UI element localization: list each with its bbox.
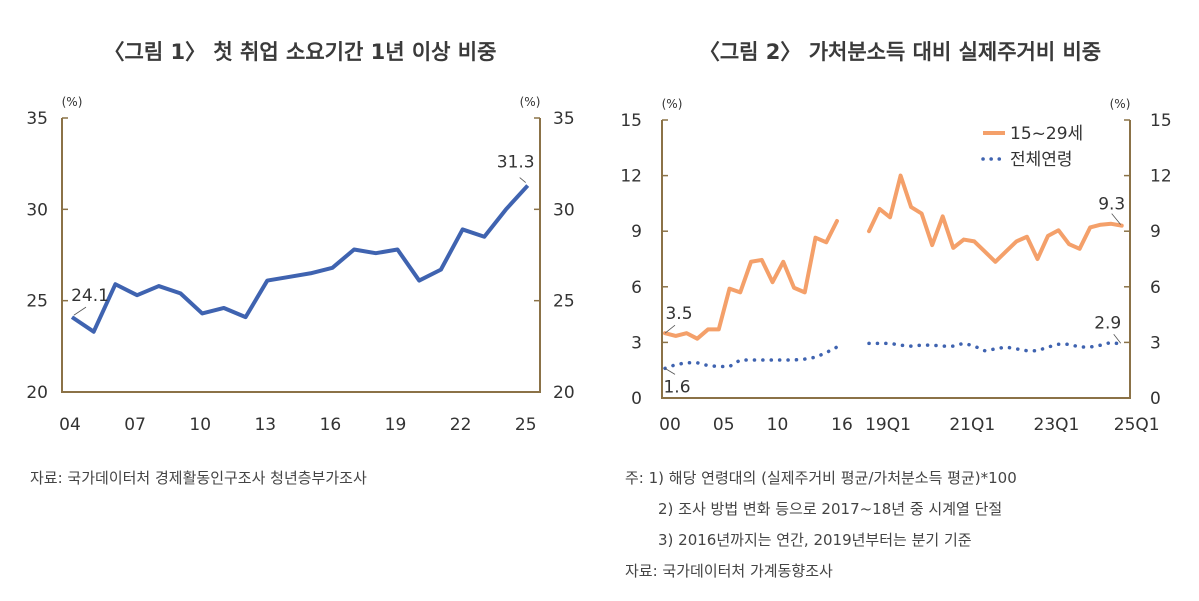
data-label-leader <box>1113 334 1122 344</box>
x-tick-label: 13 <box>254 415 276 435</box>
data-label: 1.6 <box>663 377 690 397</box>
y-tick-label-right: 3 <box>1150 333 1161 353</box>
y-tick-label-left: 6 <box>631 278 642 298</box>
x-tick-label: 23Q1 <box>1034 415 1080 435</box>
y-tick-label-left: 12 <box>620 167 642 187</box>
data-label-leader <box>664 368 676 375</box>
series-line-quarterly <box>867 173 1124 264</box>
data-label-leader <box>1111 213 1122 225</box>
x-tick-label: 16 <box>831 415 853 435</box>
y-tick-label-left: 0 <box>631 389 642 409</box>
y-tick-label-right: 15 <box>1150 111 1172 131</box>
chart2-title: 〈그림 2〉 가처분소득 대비 실제주거비 비중 <box>698 40 1102 64</box>
data-label-leader <box>519 177 526 183</box>
plot-frame <box>61 118 541 393</box>
y-tick-label-right: 9 <box>1150 222 1161 242</box>
y-tick-label-left: 9 <box>631 222 642 242</box>
x-tick-label: 07 <box>124 415 146 435</box>
y-tick-label-right: 25 <box>553 292 575 312</box>
series-line-quarterly <box>867 340 1124 353</box>
data-label: 2.9 <box>1094 313 1121 333</box>
unit-label-right: (%) <box>1110 97 1131 111</box>
data-label-leader <box>664 324 676 334</box>
chart1-source: 자료: 국가데이터처 경제활동인구조사 청년층부가조사 <box>30 469 367 487</box>
x-tick-label: 10 <box>189 415 211 435</box>
y-tick-label-right: 20 <box>553 383 575 403</box>
x-tick-label: 21Q1 <box>949 415 995 435</box>
y-tick-label-right: 12 <box>1150 167 1172 187</box>
x-tick-label: 10 <box>767 415 789 435</box>
unit-label-left: (%) <box>662 97 683 111</box>
data-label: 3.5 <box>665 304 692 324</box>
chart2-note-2: 2) 조사 방법 변화 등으로 2017~18년 중 시계열 단절 <box>658 500 1003 518</box>
x-tick-label: 19Q1 <box>865 415 911 435</box>
unit-label-right: (%) <box>520 95 541 109</box>
series-line <box>70 184 530 334</box>
y-tick-label-left: 25 <box>26 292 48 312</box>
data-label: 31.3 <box>497 153 535 173</box>
unit-label-left: (%) <box>62 95 83 109</box>
plot-frame <box>661 120 1131 399</box>
x-tick-label: 05 <box>713 415 735 435</box>
y-tick-label-right: 0 <box>1150 389 1161 409</box>
x-tick-label: 00 <box>659 415 681 435</box>
x-tick-label: 16 <box>320 415 342 435</box>
y-tick-label-left: 20 <box>26 383 48 403</box>
x-tick-label: 25 <box>515 415 537 435</box>
legend-label-15-29: 15~29세 <box>1010 124 1083 144</box>
x-tick-label: 04 <box>59 415 81 435</box>
y-tick-label-left: 3 <box>631 333 642 353</box>
chart2-source: 자료: 국가데이터처 가계동향조사 <box>625 562 833 580</box>
y-tick-label-left: 15 <box>620 111 642 131</box>
chart2-note-3: 3) 2016년까지는 연간, 2019년부터는 분기 기준 <box>658 531 972 549</box>
chart2-note-1: 주: 1) 해당 연령대의 (실제주거비 평균/가처분소득 평균)*100 <box>625 469 1017 487</box>
data-label: 24.1 <box>71 286 109 306</box>
y-tick-label-left: 30 <box>26 200 48 220</box>
x-tick-label: 22 <box>450 415 472 435</box>
y-tick-label-right: 6 <box>1150 278 1161 298</box>
x-tick-label: 25Q1 <box>1114 415 1160 435</box>
y-tick-label-left: 35 <box>26 109 48 129</box>
data-label: 9.3 <box>1098 195 1125 215</box>
y-tick-label-right: 35 <box>553 109 575 129</box>
x-tick-label: 19 <box>385 415 407 435</box>
series-line-annual <box>663 219 839 341</box>
chart1-title: 〈그림 1〉 첫 취업 소요기간 1년 이상 비중 <box>103 40 497 64</box>
series-line-annual <box>663 345 839 371</box>
data-label-leader <box>73 306 87 316</box>
legend-label-all-ages: 전체연령 <box>1010 150 1073 170</box>
y-tick-label-right: 30 <box>553 200 575 220</box>
